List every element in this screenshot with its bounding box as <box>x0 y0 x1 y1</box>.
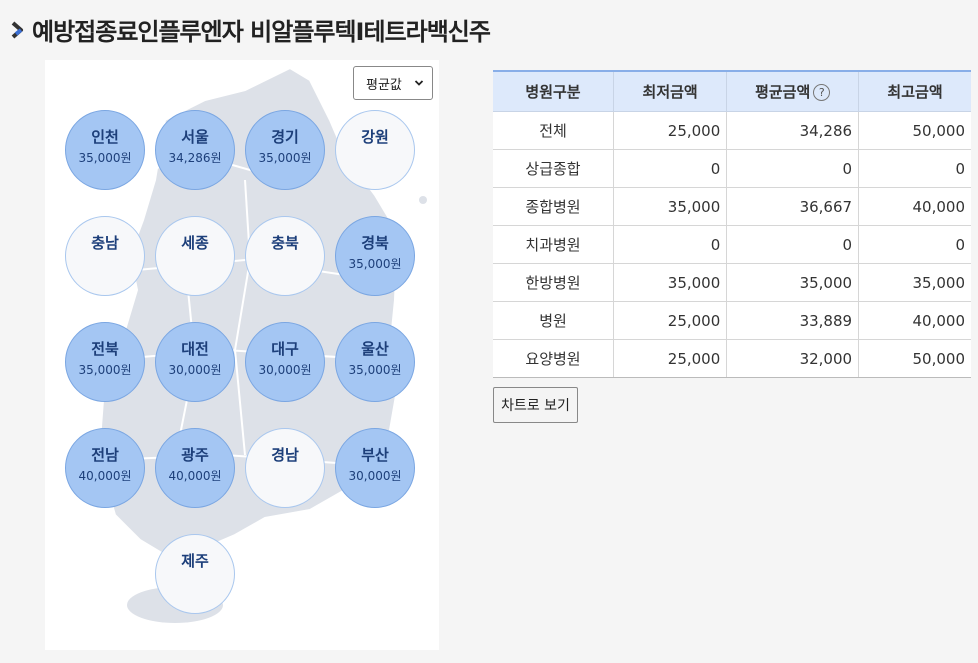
region-name: 충북 <box>271 234 299 252</box>
region-name: 경남 <box>271 446 299 464</box>
region-name: 인천 <box>91 128 119 146</box>
region-name: 서울 <box>181 128 209 146</box>
price-cell: 25,000 <box>613 111 728 150</box>
price-cell: 0 <box>613 225 728 264</box>
region-amount: 35,000원 <box>348 257 402 271</box>
table-row: 요양병원 25,000 32,000 50,000 <box>493 339 971 378</box>
price-cell: 50,000 <box>858 111 971 150</box>
chevron-right-icon <box>10 18 28 42</box>
price-cell: 35,000 <box>858 263 971 302</box>
hospital-type-cell: 병원 <box>493 301 614 340</box>
region-bubble[interactable]: 울산 35,000원 <box>335 322 415 402</box>
table-row: 전체 25,000 34,286 50,000 <box>493 111 971 150</box>
hospital-type-cell: 한방병원 <box>493 263 614 302</box>
region-name: 광주 <box>181 446 209 464</box>
region-bubble[interactable]: 경남 <box>245 428 325 508</box>
region-bubble[interactable]: 세종 <box>155 216 235 296</box>
price-cell: 36,667 <box>726 187 860 226</box>
col-header-max: 최고금액 <box>858 70 971 112</box>
region-amount: 40,000원 <box>78 469 132 483</box>
price-cell: 0 <box>613 149 728 188</box>
hospital-type-cell: 요양병원 <box>493 339 614 378</box>
price-cell: 40,000 <box>858 187 971 226</box>
col-header-avg: 평균금액? <box>726 70 860 112</box>
region-name: 대전 <box>181 340 209 358</box>
region-amount: 35,000원 <box>78 151 132 165</box>
region-bubble[interactable]: 서울 34,286원 <box>155 110 235 190</box>
price-cell: 0 <box>726 149 860 188</box>
region-name: 부산 <box>361 446 389 464</box>
region-name: 강원 <box>361 128 389 146</box>
region-name: 전북 <box>91 340 119 358</box>
region-amount: 30,000원 <box>258 363 312 377</box>
hospital-type-cell: 전체 <box>493 111 614 150</box>
price-cell: 0 <box>858 149 971 188</box>
hospital-type-cell: 치과병원 <box>493 225 614 264</box>
region-bubble[interactable]: 경북 35,000원 <box>335 216 415 296</box>
region-bubble[interactable]: 광주 40,000원 <box>155 428 235 508</box>
region-bubble[interactable]: 대구 30,000원 <box>245 322 325 402</box>
region-amount: 30,000원 <box>348 469 402 483</box>
region-bubble[interactable]: 충남 <box>65 216 145 296</box>
page-title: 예방접종료인플루엔자 비알플루텍I테트라백신주 <box>32 18 491 46</box>
help-icon[interactable]: ? <box>813 84 831 101</box>
region-name: 전남 <box>91 446 119 464</box>
region-bubble[interactable]: 제주 <box>155 534 235 614</box>
region-bubble[interactable]: 경기 35,000원 <box>245 110 325 190</box>
table-row: 치과병원 0 0 0 <box>493 225 971 264</box>
region-name: 충남 <box>91 234 119 252</box>
price-cell: 25,000 <box>613 301 728 340</box>
price-cell: 35,000 <box>613 187 728 226</box>
price-cell: 35,000 <box>613 263 728 302</box>
region-bubble[interactable]: 전북 35,000원 <box>65 322 145 402</box>
table-row: 종합병원 35,000 36,667 40,000 <box>493 187 971 226</box>
region-amount: 35,000원 <box>348 363 402 377</box>
price-table: 병원구분 최저금액 평균금액? 최고금액 전체 25,000 34,286 50,00… <box>493 70 971 378</box>
price-cell: 34,286 <box>726 111 860 150</box>
price-cell: 32,000 <box>726 339 860 378</box>
col-header-min: 최저금액 <box>613 70 728 112</box>
col-header-hospital-type: 병원구분 <box>493 70 614 112</box>
region-bubble[interactable]: 부산 30,000원 <box>335 428 415 508</box>
price-cell: 50,000 <box>858 339 971 378</box>
price-cell: 33,889 <box>726 301 860 340</box>
table-row: 병원 25,000 33,889 40,000 <box>493 301 971 340</box>
hospital-type-cell: 상급종합 <box>493 149 614 188</box>
price-cell: 35,000 <box>726 263 860 302</box>
region-name: 경기 <box>271 128 299 146</box>
region-name: 제주 <box>181 552 209 570</box>
region-bubble[interactable]: 충북 <box>245 216 325 296</box>
price-cell: 0 <box>726 225 860 264</box>
region-name: 대구 <box>271 340 299 358</box>
price-cell: 40,000 <box>858 301 971 340</box>
price-cell: 0 <box>858 225 971 264</box>
stat-type-select-value: 평균값 <box>366 77 402 93</box>
region-name: 세종 <box>181 234 209 252</box>
region-bubble[interactable]: 인천 35,000원 <box>65 110 145 190</box>
region-amount: 30,000원 <box>168 363 222 377</box>
view-chart-button[interactable]: 차트로 보기 <box>493 387 578 423</box>
table-row: 한방병원 35,000 35,000 35,000 <box>493 263 971 302</box>
region-amount: 35,000원 <box>258 151 312 165</box>
chevron-down-icon <box>414 80 424 86</box>
region-name: 경북 <box>361 234 389 252</box>
region-amount: 35,000원 <box>78 363 132 377</box>
region-bubble[interactable]: 강원 <box>335 110 415 190</box>
region-bubble[interactable]: 대전 30,000원 <box>155 322 235 402</box>
table-header-row: 병원구분 최저금액 평균금액? 최고금액 <box>493 70 971 112</box>
region-map-panel: 평균값 인천 35,000원 서울 34,286원 경기 35,000원 강원 충남 세종 충북 경… <box>45 60 439 650</box>
table-row: 상급종합 0 0 0 <box>493 149 971 188</box>
stat-type-select[interactable]: 평균값 <box>353 66 433 100</box>
price-cell: 25,000 <box>613 339 728 378</box>
page-title-group: 예방접종료인플루엔자 비알플루텍I테트라백신주 <box>10 12 491 47</box>
region-bubble[interactable]: 전남 40,000원 <box>65 428 145 508</box>
region-amount: 34,286원 <box>168 151 222 165</box>
region-name: 울산 <box>361 340 389 358</box>
region-amount: 40,000원 <box>168 469 222 483</box>
hospital-type-cell: 종합병원 <box>493 187 614 226</box>
